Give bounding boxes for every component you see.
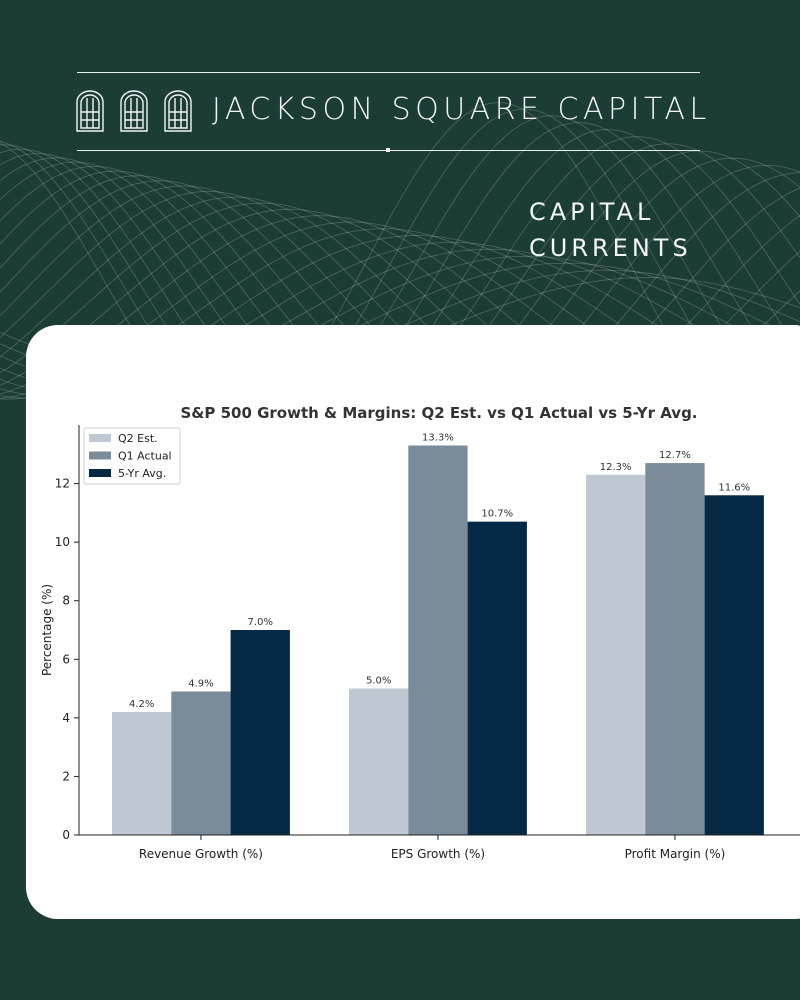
bar-data-label: 12.3% [600,462,632,473]
chart-title: S&P 500 Growth & Margins: Q2 Est. vs Q1 … [180,404,697,422]
y-axis-label: Percentage (%) [40,584,54,676]
legend-swatch [89,469,111,477]
window-logo-icon [76,90,192,132]
bar-data-label: 4.2% [129,699,154,710]
y-tick-label: 6 [62,652,70,666]
wave-line [0,108,800,432]
y-tick-label: 2 [62,769,70,783]
brand-name: JACKSON SQUARE CAPITAL [212,92,711,127]
legend-swatch [89,451,111,460]
y-tick-label: 0 [62,828,70,842]
x-tick-label: Profit Margin (%) [625,847,726,861]
bar [645,463,705,835]
bar-data-label: 10.7% [481,509,513,520]
header-top-rule [77,72,700,73]
publication-title: CAPITAL CURRENTS [529,194,692,266]
bar [230,630,290,835]
bar [349,688,409,835]
legend: Q2 Est. Q1 Actual 5-Yr Avg. [83,427,181,485]
bar-data-label: 12.7% [659,450,691,461]
bar-data-label: 5.0% [366,676,391,687]
x-tick-label: Revenue Growth (%) [139,847,263,861]
legend-label: Q1 Actual [118,450,172,463]
wave-line [0,115,800,424]
bar-chart: S&P 500 Growth & Margins: Q2 Est. vs Q1 … [40,404,800,861]
legend-swatch [89,434,111,442]
bar [704,495,764,835]
bar [467,521,527,835]
x-tick-label: EPS Growth (%) [391,847,485,861]
bar-data-label: 7.0% [248,617,273,628]
y-tick-label: 8 [62,594,70,608]
bar-data-label: 4.9% [188,679,213,690]
bar [408,445,468,835]
bar-data-label: 13.3% [422,433,454,444]
y-tick-label: 12 [55,477,70,491]
y-tick-label: 10 [55,535,70,549]
bar [112,712,172,835]
bar-data-label: 11.6% [718,482,750,493]
bar [586,474,646,835]
y-tick-label: 4 [62,711,70,725]
publication-title-line2: CURRENTS [529,234,692,262]
legend-label: Q2 Est. [118,432,158,445]
publication-title-line1: CAPITAL [529,198,655,226]
bar [171,691,231,835]
legend-label: 5-Yr Avg. [118,467,166,480]
header-rule-dot [386,148,390,152]
